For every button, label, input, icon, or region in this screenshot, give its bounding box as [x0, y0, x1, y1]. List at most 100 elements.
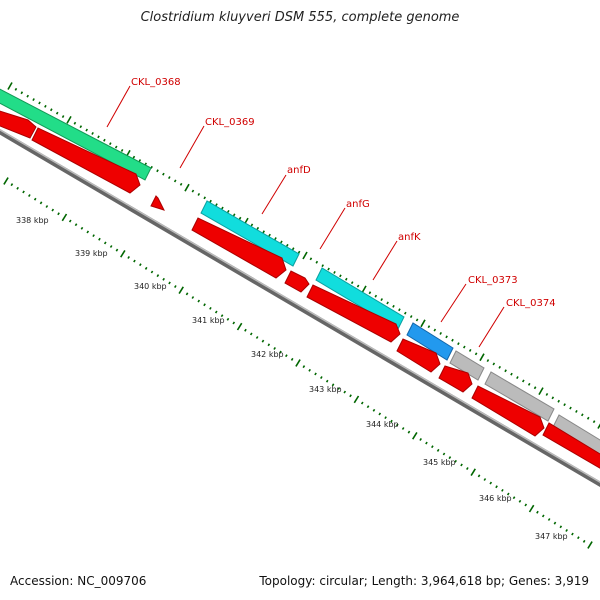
feature-anfk[interactable]	[406, 322, 454, 361]
minor-tick	[85, 128, 88, 132]
minor-tick	[407, 430, 411, 434]
minor-tick	[39, 201, 43, 205]
cds-arrow[interactable]	[306, 284, 401, 343]
minor-tick	[57, 212, 60, 216]
minor-tick	[498, 365, 501, 369]
feature-anfd[interactable]	[200, 200, 300, 267]
minor-tick	[98, 237, 101, 241]
minor-tick	[256, 226, 260, 230]
minor-tick	[331, 383, 335, 387]
minor-tick	[203, 303, 206, 307]
gene-label-ckl-0368[interactable]: CKL_0368	[131, 77, 181, 88]
minor-tick	[197, 193, 201, 196]
kbp-label: 347 kbp	[535, 532, 568, 541]
minor-tick	[215, 203, 218, 207]
minor-tick	[436, 448, 440, 452]
minor-tick	[279, 350, 282, 354]
major-tick	[66, 116, 72, 124]
minor-tick	[345, 277, 348, 281]
minor-tick	[92, 234, 95, 238]
minor-tick	[439, 332, 442, 335]
minor-tick	[55, 111, 59, 115]
minor-tick	[425, 441, 428, 445]
gene-labels: CKL_0368 CKL_0369 anfD anfG anfK CKL_037…	[131, 77, 556, 309]
minor-tick	[557, 399, 560, 403]
minor-tick	[209, 306, 212, 310]
minor-tick	[103, 138, 106, 142]
minor-tick	[565, 528, 568, 532]
minor-tick	[501, 488, 504, 492]
cds-arrow[interactable]	[31, 127, 141, 194]
minor-tick	[384, 416, 387, 420]
minor-tick	[415, 318, 419, 322]
gene-label-ckl-0373[interactable]: CKL_0373	[468, 275, 518, 286]
gene-label-ckl-0369[interactable]: CKL_0369	[205, 117, 255, 128]
minor-tick	[232, 321, 236, 325]
minor-tick	[44, 104, 47, 108]
minor-tick	[404, 311, 407, 315]
minor-tick	[524, 503, 528, 507]
cds-arrow[interactable]	[284, 270, 310, 293]
minor-tick	[22, 190, 25, 194]
minor-tick	[386, 301, 389, 305]
feature-ckl-0373[interactable]	[449, 350, 485, 381]
minor-tick	[366, 405, 370, 409]
cds-arrow[interactable]	[0, 108, 37, 139]
feature-next[interactable]	[552, 414, 600, 460]
cds-arrow[interactable]	[396, 338, 441, 373]
kbp-label: 339 kbp	[75, 249, 108, 258]
minor-tick	[343, 390, 347, 394]
minor-tick	[291, 247, 295, 251]
minor-tick	[431, 445, 434, 449]
minor-tick	[327, 267, 330, 271]
minor-tick	[463, 345, 466, 349]
minor-tick	[86, 230, 90, 234]
minor-tick	[45, 205, 49, 208]
minor-tick	[460, 463, 463, 467]
minor-tick	[274, 237, 277, 240]
inner-tick-track	[3, 177, 593, 549]
minor-tick	[221, 206, 224, 210]
minor-tick	[547, 518, 551, 521]
minor-tick	[191, 189, 195, 193]
cds-arrow[interactable]	[438, 365, 473, 393]
minor-tick	[592, 420, 596, 424]
gene-label-anfd[interactable]: anfD	[287, 165, 311, 176]
minor-tick	[581, 413, 584, 417]
major-tick	[120, 249, 126, 258]
minor-tick	[445, 335, 448, 339]
cds-arrow[interactable]	[471, 385, 545, 437]
minor-tick	[173, 179, 177, 183]
minor-tick	[442, 452, 446, 456]
minor-tick	[168, 176, 171, 179]
gene-label-ckl-0374[interactable]: CKL_0374	[506, 298, 556, 309]
minor-tick	[486, 359, 490, 362]
gene-label-anfg[interactable]: anfG	[346, 199, 370, 210]
minor-tick	[103, 241, 107, 245]
minor-tick	[156, 169, 159, 173]
cds-arrow[interactable]	[542, 422, 600, 474]
minor-tick	[512, 496, 516, 500]
cds-arrow[interactable]	[150, 195, 165, 211]
minor-tick	[268, 233, 271, 237]
feature-ckl-0374[interactable]	[484, 371, 555, 422]
minor-tick	[527, 382, 531, 386]
minor-tick	[74, 223, 78, 227]
minor-tick	[33, 197, 37, 201]
minor-tick	[162, 172, 165, 176]
feature-ckl-0368[interactable]	[0, 84, 152, 181]
genome-backbone	[0, 128, 600, 488]
minor-tick	[115, 248, 119, 252]
minor-tick	[356, 284, 360, 288]
cds-arrow[interactable]	[191, 217, 287, 279]
minor-tick	[401, 427, 405, 430]
minor-tick	[238, 216, 242, 220]
major-tick	[587, 541, 593, 549]
minor-tick	[191, 296, 195, 299]
minor-tick	[10, 183, 14, 187]
minor-tick	[227, 210, 230, 213]
gene-label-anfk[interactable]: anfK	[398, 232, 421, 243]
minor-tick	[203, 196, 206, 200]
minor-tick	[91, 132, 94, 135]
major-tick	[353, 395, 360, 404]
